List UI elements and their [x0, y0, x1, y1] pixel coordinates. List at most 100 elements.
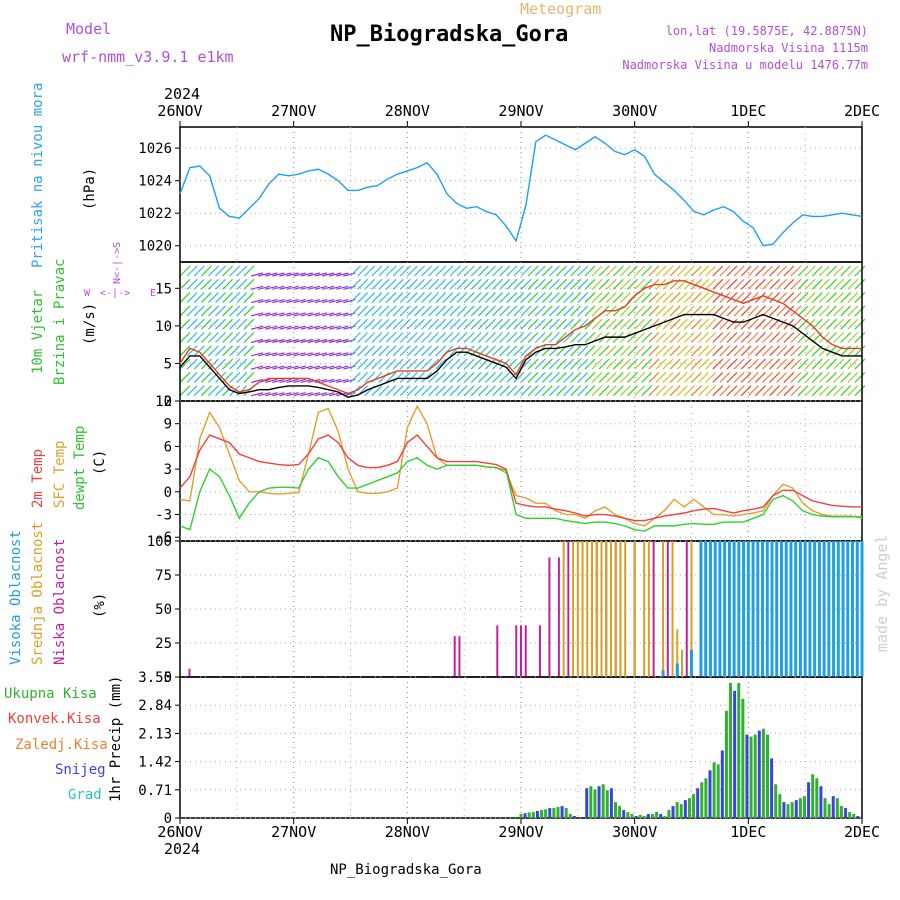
precip-bar	[704, 778, 708, 818]
wind-arrow	[705, 385, 717, 397]
wind-arrow	[655, 332, 667, 343]
wind-arrow	[797, 385, 809, 397]
wind-arrow	[762, 371, 773, 383]
wind-arrow	[470, 305, 482, 317]
wind-arrow	[719, 332, 731, 343]
wind-arrow	[605, 292, 617, 304]
wind-arrow	[570, 345, 582, 357]
wind-arrow	[442, 371, 454, 383]
precip-bar	[745, 734, 749, 818]
wind-arrow	[847, 345, 859, 357]
wind-arrow	[755, 265, 766, 277]
precip-total-label: Ukupna Kisa	[4, 686, 97, 702]
wind-arrow	[833, 278, 845, 290]
wind-arrow	[456, 318, 468, 330]
wind-arrow	[329, 272, 342, 277]
wind-arrow	[378, 278, 390, 290]
wind-arrow	[207, 318, 219, 330]
wind-arrow	[627, 358, 638, 370]
wind-arrow	[641, 278, 653, 290]
wind-arrow	[563, 358, 575, 370]
precip-bar	[815, 778, 819, 818]
wind-arrow	[740, 345, 752, 357]
wind-arrow	[272, 365, 285, 370]
wind-arrow	[755, 385, 766, 397]
wind-arrow	[385, 305, 397, 317]
wind-arrow	[826, 305, 837, 317]
precip-bar	[519, 814, 523, 818]
wind-arrow	[428, 318, 440, 330]
wind-arrow	[840, 278, 852, 290]
wind-arrow	[783, 305, 795, 317]
wind-arrow	[783, 345, 795, 357]
wind-arrow	[321, 325, 335, 330]
wind-arrow	[676, 345, 688, 357]
wind-arrow	[236, 292, 248, 304]
compass-w: W	[84, 288, 91, 299]
wind-arrow	[236, 305, 248, 317]
wind-arrow	[186, 265, 198, 277]
wind-arrow	[620, 318, 631, 330]
wind-arrow	[492, 265, 504, 277]
precip-bar	[802, 796, 806, 818]
wind-arrow	[293, 285, 306, 290]
wind-arrow	[485, 278, 496, 290]
wind-arrow	[357, 345, 369, 357]
wind-arrow	[477, 278, 489, 290]
wind-arrow	[797, 371, 809, 383]
wind-arrow	[584, 292, 596, 304]
wind-arrow	[279, 365, 292, 370]
wind-arrow	[215, 385, 226, 397]
wind-arrow	[307, 299, 321, 304]
wind-arrow	[314, 325, 328, 330]
wind-arrow	[477, 292, 489, 304]
wind-arrow	[336, 312, 349, 317]
precip-bar	[679, 804, 683, 818]
wind-arrow	[513, 278, 525, 290]
wind-arrow	[456, 358, 468, 370]
wind-arrow	[470, 358, 482, 370]
wind-arrow	[179, 385, 191, 397]
wind-arrow	[541, 385, 553, 397]
precip-bar	[622, 810, 626, 818]
wind-arrow	[776, 318, 788, 330]
precip-bar	[848, 812, 852, 818]
wind-arrow	[669, 332, 681, 343]
wind-arrow	[648, 265, 660, 277]
wind-arrow	[833, 332, 845, 343]
wind-arrow	[499, 371, 511, 383]
wind-arrow	[854, 265, 866, 277]
wind-arrow	[499, 292, 511, 304]
wind-arrow	[392, 332, 404, 343]
wind-arrow	[556, 358, 567, 370]
wind-arrow	[740, 292, 752, 304]
wind-arrow	[570, 318, 582, 330]
wind-arrow	[250, 325, 264, 330]
wind-arrow	[499, 318, 511, 330]
wind-arrow	[485, 358, 496, 370]
wind-arrow	[414, 265, 425, 277]
wind-arrow	[712, 332, 724, 343]
wind-arrow	[463, 332, 475, 343]
wind-arrow	[726, 371, 738, 383]
wind-arrow	[207, 385, 219, 397]
wind-arrow	[541, 318, 553, 330]
wind-arrow	[854, 305, 866, 317]
wind-arrow	[833, 265, 845, 277]
wind-arrow	[854, 358, 866, 370]
wind-arrow	[186, 318, 198, 330]
precip-bar	[712, 762, 716, 818]
wind-arrow	[641, 385, 653, 397]
wind-arrow	[762, 345, 773, 357]
wind-arrow	[655, 345, 667, 357]
wind-arrow	[258, 285, 271, 290]
wind-arrow	[243, 265, 255, 277]
precip-bar	[696, 788, 700, 818]
wind-arrow	[314, 272, 328, 277]
wind-arrow	[598, 385, 610, 397]
wind-arrow	[470, 292, 482, 304]
wind-arrow	[747, 278, 759, 290]
wind-arrow	[435, 371, 447, 383]
wind-arrow	[250, 338, 264, 344]
wind-arrow	[243, 345, 255, 357]
